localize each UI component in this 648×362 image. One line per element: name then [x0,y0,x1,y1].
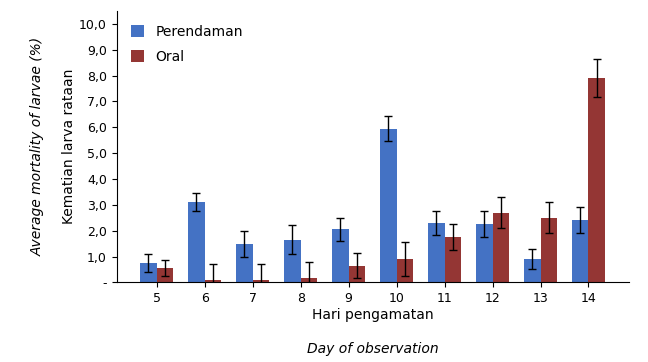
Bar [588,78,605,282]
Y-axis label: Kematian larva rataan: Kematian larva rataan [62,69,76,224]
Bar [349,266,365,282]
Bar [157,268,174,282]
Bar [572,220,588,282]
Bar [188,202,205,282]
Bar [476,224,492,282]
Bar [140,263,157,282]
Bar [236,244,253,282]
X-axis label: Hari pengamatan: Hari pengamatan [312,308,434,322]
Text: Day of observation: Day of observation [307,342,439,356]
Bar [524,259,540,282]
Bar [332,230,349,282]
Bar [284,240,301,282]
Bar [540,218,557,282]
Bar [380,129,397,282]
Bar [397,259,413,282]
Bar [492,212,509,282]
Bar [301,278,318,282]
Bar [445,237,461,282]
Text: Average mortality of larvae (%): Average mortality of larvae (%) [30,37,44,256]
Legend: Perendaman, Oral: Perendaman, Oral [124,18,250,71]
Bar [253,280,270,282]
Bar [205,280,222,282]
Bar [428,223,445,282]
